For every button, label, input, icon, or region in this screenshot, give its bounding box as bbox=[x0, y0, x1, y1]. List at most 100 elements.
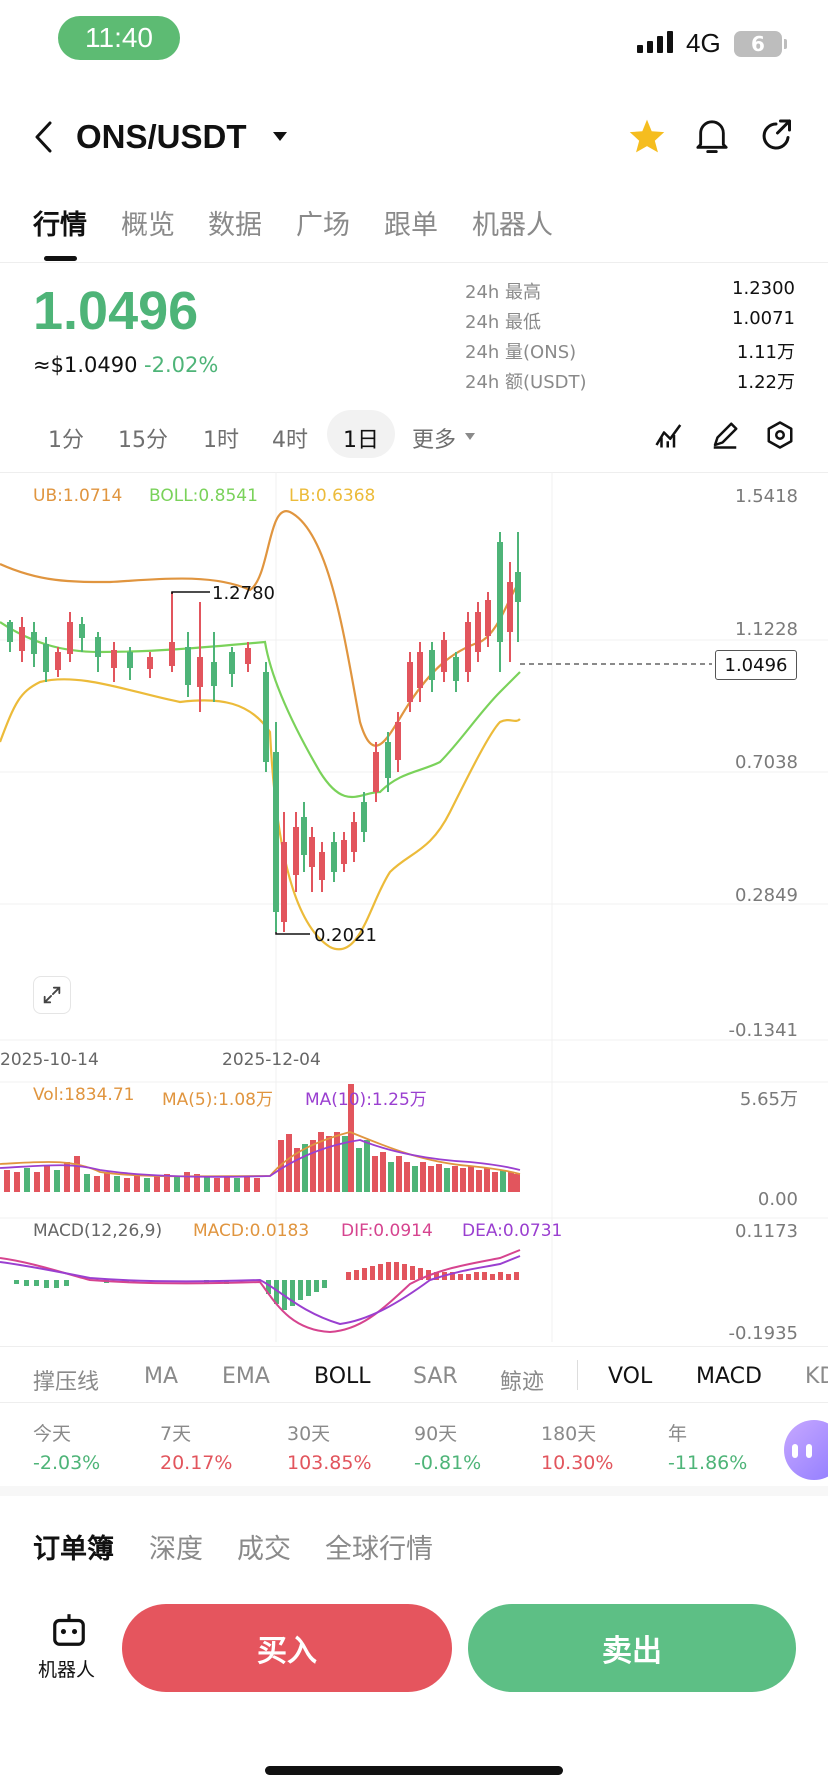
tabs-divider bbox=[0, 262, 828, 263]
last-price: 1.0496 bbox=[33, 281, 199, 341]
macd-dea-legend: DEA:0.0731 bbox=[462, 1221, 563, 1241]
assistant-icon bbox=[792, 1444, 812, 1458]
tab-depth[interactable]: 深度 bbox=[149, 1534, 203, 1565]
interval-1d[interactable]: 1日 bbox=[343, 428, 379, 453]
tab-order-book[interactable]: 订单簿 bbox=[33, 1534, 114, 1565]
network-label: 4G bbox=[686, 28, 721, 58]
perf-90d-label: 90天 bbox=[414, 1423, 458, 1445]
tab-trades[interactable]: 成交 bbox=[237, 1534, 291, 1565]
signal-icon bbox=[637, 31, 673, 53]
favorite-star-icon[interactable] bbox=[628, 118, 666, 154]
macd-axis-label: -0.1935 bbox=[728, 1323, 798, 1344]
perf-year-label: 年 bbox=[668, 1423, 688, 1445]
tab-overview[interactable]: 概览 bbox=[121, 210, 175, 241]
perf-year-value: -11.86% bbox=[668, 1452, 748, 1474]
bell-icon[interactable] bbox=[695, 116, 729, 156]
indicators-divider bbox=[0, 1402, 828, 1403]
perf-7d-value: 20.17% bbox=[160, 1452, 233, 1474]
indicator-icon[interactable] bbox=[654, 420, 684, 450]
section-gap bbox=[0, 1486, 828, 1496]
tab-global-market[interactable]: 全球行情 bbox=[325, 1534, 433, 1565]
price-axis-label: 0.2849 bbox=[735, 885, 798, 906]
chart-grid bbox=[0, 472, 828, 1342]
indicator-tab-sar[interactable]: SAR bbox=[413, 1364, 458, 1389]
sell-button[interactable]: 卖出 bbox=[468, 1604, 796, 1692]
current-price-tag: 1.0496 bbox=[715, 650, 797, 680]
candles bbox=[7, 532, 521, 932]
indicator-tab-vol[interactable]: VOL bbox=[608, 1364, 653, 1389]
buy-button[interactable]: 买入 bbox=[122, 1604, 452, 1692]
indicator-tab-boll[interactable]: BOLL bbox=[314, 1364, 371, 1389]
date-label: 2025-12-04 bbox=[222, 1050, 321, 1070]
volume-axis-label: 0.00 bbox=[757, 1189, 798, 1210]
robot-label[interactable]: 机器人 bbox=[38, 1659, 96, 1681]
more-dropdown-icon[interactable] bbox=[464, 432, 476, 441]
battery-icon: 6 bbox=[734, 31, 787, 57]
home-indicator bbox=[265, 1766, 563, 1775]
boll-upper-line bbox=[0, 510, 521, 747]
draw-pen-icon[interactable] bbox=[710, 420, 740, 450]
low-annotation: 0.2021 bbox=[314, 925, 377, 946]
stat-low-label: 24h 最低 bbox=[465, 312, 542, 333]
macd-dif-line bbox=[0, 1249, 521, 1334]
interval-1m[interactable]: 1分 bbox=[48, 428, 84, 453]
indicator-separator bbox=[577, 1360, 578, 1390]
perf-today-label: 今天 bbox=[33, 1423, 72, 1445]
low-marker-line bbox=[275, 932, 310, 935]
boll-mid-legend: BOLL:0.8541 bbox=[149, 486, 258, 506]
robot-icon[interactable] bbox=[50, 1612, 88, 1648]
macd-histogram bbox=[14, 1262, 519, 1310]
perf-30d-value: 103.85% bbox=[287, 1452, 372, 1474]
pair-dropdown-icon[interactable] bbox=[272, 131, 288, 143]
expand-icon bbox=[43, 986, 61, 1004]
volume-axis-label: 5.65万 bbox=[739, 1089, 798, 1110]
chart-top-divider bbox=[0, 472, 828, 473]
vol-ma5-legend: MA(5):1.08万 bbox=[162, 1090, 273, 1110]
assistant-fab[interactable] bbox=[784, 1420, 828, 1480]
indicator-tab-support[interactable]: 撑压线 bbox=[33, 1370, 100, 1395]
stat-high-label: 24h 最高 bbox=[465, 282, 542, 303]
tab-copy-trade[interactable]: 跟单 bbox=[384, 210, 438, 241]
price-axis-label: 1.1228 bbox=[735, 619, 798, 640]
boll-mid-line bbox=[0, 621, 521, 799]
tab-robot[interactable]: 机器人 bbox=[472, 210, 553, 241]
vol-legend: Vol:1834.71 bbox=[33, 1085, 135, 1105]
high-marker-line bbox=[171, 591, 210, 594]
tab-data[interactable]: 数据 bbox=[208, 210, 262, 241]
expand-chart-button[interactable] bbox=[33, 976, 71, 1014]
perf-30d-label: 30天 bbox=[287, 1423, 331, 1445]
interval-1h[interactable]: 1时 bbox=[203, 428, 239, 453]
settings-hex-icon[interactable] bbox=[765, 420, 795, 450]
indicator-tab-ema[interactable]: EMA bbox=[222, 1364, 270, 1389]
perf-90d-value: -0.81% bbox=[414, 1452, 482, 1474]
indicator-tab-ma[interactable]: MA bbox=[144, 1364, 179, 1389]
macd-dif-legend: DIF:0.0914 bbox=[341, 1221, 433, 1241]
boll-lower-line bbox=[0, 678, 521, 951]
boll-lb-legend: LB:0.6368 bbox=[289, 486, 376, 506]
vol-ma10-legend: MA(10):1.25万 bbox=[305, 1090, 427, 1110]
chart-bottom-divider bbox=[0, 1346, 828, 1347]
perf-7d-label: 7天 bbox=[160, 1423, 192, 1445]
interval-more[interactable]: 更多 bbox=[412, 428, 457, 453]
macd-dea-line bbox=[0, 1255, 521, 1326]
interval-15m[interactable]: 15分 bbox=[118, 428, 168, 453]
volume-bars bbox=[4, 1084, 520, 1192]
indicator-tab-macd[interactable]: MACD bbox=[696, 1364, 762, 1389]
tab-square[interactable]: 广场 bbox=[296, 210, 350, 241]
stat-high-value: 1.2300 bbox=[732, 278, 795, 299]
share-icon[interactable] bbox=[758, 118, 794, 154]
date-label: 2025-10-14 bbox=[0, 1050, 99, 1070]
indicator-tab-kd[interactable]: KD bbox=[805, 1364, 828, 1389]
pair-title[interactable]: ONS/USDT bbox=[76, 118, 247, 155]
stat-volume-value: 1.11万 bbox=[736, 342, 795, 363]
tab-market[interactable]: 行情 bbox=[33, 210, 87, 241]
indicator-tab-whale[interactable]: 鲸迹 bbox=[500, 1370, 545, 1395]
interval-active-pill bbox=[327, 410, 395, 458]
interval-4h[interactable]: 4时 bbox=[272, 428, 308, 453]
perf-180d-value: 10.30% bbox=[541, 1452, 614, 1474]
macd-legend: MACD:0.0183 bbox=[193, 1221, 310, 1241]
perf-180d-label: 180天 bbox=[541, 1423, 597, 1445]
kline-chart[interactable] bbox=[0, 472, 828, 1342]
price-axis-label: -0.1341 bbox=[728, 1020, 798, 1041]
back-icon[interactable] bbox=[32, 120, 56, 154]
